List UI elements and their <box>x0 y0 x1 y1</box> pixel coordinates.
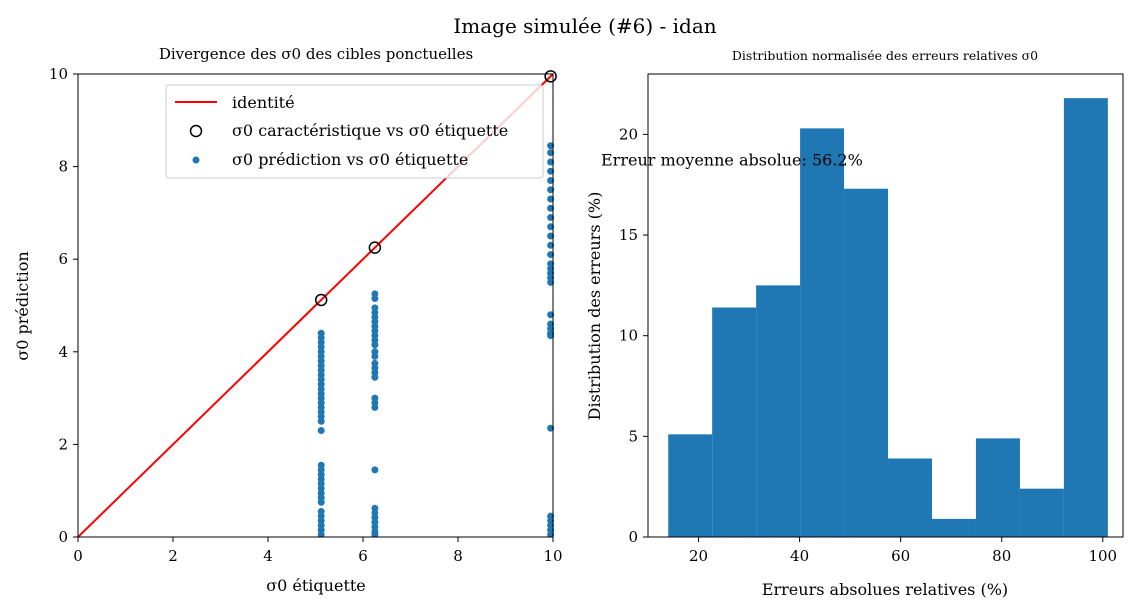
legend-prediction-label: σ0 prédiction vs σ0 étiquette <box>232 150 468 169</box>
mean-error-annotation: Erreur moyenne absolue: 56.2% <box>601 151 863 170</box>
scatter-x-ticks: 0 2 4 6 8 10 <box>73 537 563 565</box>
scatter-x-tick-label: 4 <box>263 547 273 565</box>
prediction-point <box>547 167 555 175</box>
legend-prediction-swatch <box>192 156 200 164</box>
prediction-point <box>371 466 379 474</box>
histogram-bar <box>844 188 889 538</box>
scatter-y-tick-label: 0 <box>58 528 68 546</box>
prediction-point <box>547 332 555 340</box>
characteristic-point <box>314 293 328 307</box>
prediction-point <box>547 223 555 231</box>
prediction-point <box>547 158 555 166</box>
histogram-bar <box>712 307 757 537</box>
prediction-point <box>547 186 555 194</box>
histogram-x-tick-label: 40 <box>790 547 809 565</box>
histogram-x-label: Erreurs absolues relatives (%) <box>762 580 1008 599</box>
prediction-point <box>547 214 555 222</box>
legend-box <box>165 84 544 179</box>
histogram-bars <box>668 98 1108 538</box>
histogram-y-tick-label: 15 <box>619 226 638 244</box>
scatter-y-label: σ0 prédiction <box>13 251 32 360</box>
scatter-y-tick-label: 8 <box>58 158 68 176</box>
prediction-point <box>317 417 325 425</box>
scatter-y-tick-label: 10 <box>49 65 68 83</box>
scatter-x-tick-label: 6 <box>358 547 368 565</box>
scatter-x-label: σ0 étiquette <box>266 576 366 595</box>
histogram-bar <box>756 285 801 537</box>
scatter-y-tick-label: 2 <box>58 435 68 453</box>
histogram-bar <box>931 518 976 537</box>
prediction-point <box>547 149 555 157</box>
prediction-point <box>547 204 555 212</box>
prediction-point <box>371 341 379 349</box>
histogram-bar <box>1019 488 1064 537</box>
prediction-point <box>547 311 555 319</box>
scatter-y-ticks: 0 2 4 6 8 10 <box>49 65 78 546</box>
histogram-title: Distribution normalisée des erreurs rela… <box>732 48 1038 63</box>
scatter-legend: identité σ0 caractéristique vs σ0 étique… <box>165 84 544 179</box>
histogram-bar <box>1063 98 1108 537</box>
prediction-point <box>317 427 325 435</box>
histogram-x-tick-label: 80 <box>992 547 1011 565</box>
scatter-x-tick-label: 2 <box>168 547 178 565</box>
scatter-x-tick-label: 0 <box>73 547 83 565</box>
scatter-axes-frame <box>77 73 554 538</box>
scatter-x-tick-label: 10 <box>543 547 562 565</box>
scatter-x-tick-label: 8 <box>453 547 463 565</box>
histogram-panel: Distribution normalisée des erreurs rela… <box>585 48 1124 599</box>
legend-identity-label: identité <box>232 93 295 112</box>
histogram-y-label: Distribution des erreurs (%) <box>585 192 604 421</box>
histogram-bar <box>800 128 845 537</box>
histogram-bar <box>975 438 1020 537</box>
prediction-point <box>547 278 555 286</box>
prediction-point <box>371 352 379 360</box>
prediction-point <box>547 232 555 240</box>
scatter-panel: Divergence des σ0 des cibles ponctuelles… <box>13 45 563 595</box>
prediction-point <box>317 531 325 537</box>
prediction-point <box>547 251 555 259</box>
characteristic-point <box>368 241 382 254</box>
prediction-point <box>317 498 325 506</box>
histogram-y-ticks: 0 5 10 15 20 <box>619 125 648 546</box>
figure-title: Image simulée (#6) - idan <box>453 14 716 38</box>
prediction-point <box>547 142 555 150</box>
scatter-title: Divergence des σ0 des cibles ponctuelles <box>159 45 473 63</box>
prediction-point <box>371 531 379 537</box>
scatter-y-tick-label: 4 <box>58 343 68 361</box>
prediction-point <box>547 424 555 432</box>
histogram-y-tick-label: 5 <box>628 427 638 445</box>
characteristic-point <box>544 70 557 83</box>
histogram-y-tick-label: 20 <box>619 125 638 143</box>
scatter-y-tick-label: 6 <box>58 250 68 268</box>
histogram-x-tick-label: 20 <box>689 547 708 565</box>
histogram-bar <box>888 458 932 537</box>
prediction-point <box>371 373 379 381</box>
prediction-point <box>371 403 379 411</box>
histogram-y-tick-label: 10 <box>619 327 638 345</box>
histogram-y-tick-label: 0 <box>628 528 638 546</box>
prediction-point <box>547 176 555 184</box>
prediction-point <box>547 531 555 537</box>
histogram-bar <box>668 434 713 537</box>
legend-characteristic-label: σ0 caractéristique vs σ0 étiquette <box>232 121 508 140</box>
histogram-x-tick-label: 100 <box>1088 547 1117 565</box>
histogram-x-ticks: 20 40 60 80 100 <box>689 537 1117 565</box>
prediction-point <box>371 295 379 303</box>
legend-characteristic-swatch <box>189 124 203 138</box>
histogram-axes-frame <box>647 73 1124 538</box>
prediction-point <box>547 241 555 249</box>
histogram-x-tick-label: 60 <box>891 547 910 565</box>
prediction-point <box>547 195 555 203</box>
